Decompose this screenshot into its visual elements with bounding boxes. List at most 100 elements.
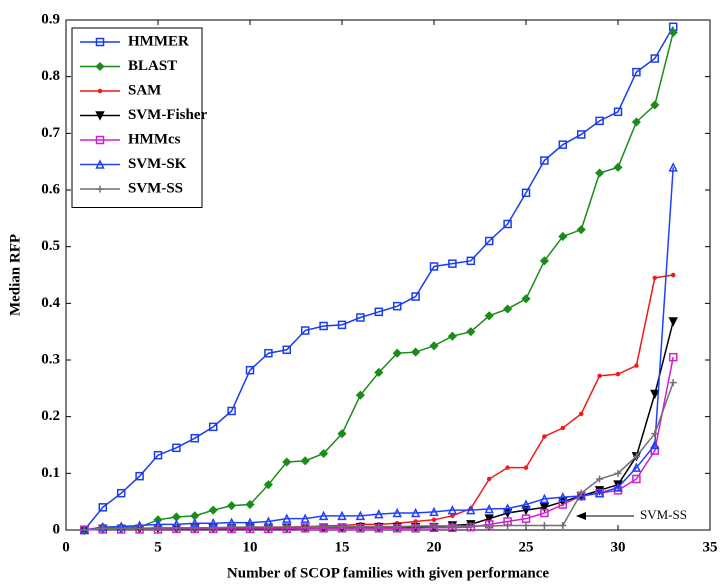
marker xyxy=(374,307,384,317)
legend: HMMER BLAST SAM SVM-Fisher HMMcs SVM-SK SVM-SS xyxy=(71,27,207,208)
marker xyxy=(263,480,273,490)
series-line xyxy=(84,167,674,531)
marker xyxy=(392,348,402,358)
marker xyxy=(521,499,531,509)
y-tick-label: 0.8 xyxy=(41,68,60,84)
marker xyxy=(540,508,549,518)
plot-area xyxy=(65,19,711,531)
marker xyxy=(466,256,476,266)
marker xyxy=(95,111,105,121)
marker xyxy=(504,521,512,529)
marker xyxy=(542,434,547,439)
marker xyxy=(615,371,621,377)
legend-label: SVM-SK xyxy=(128,156,187,172)
marker xyxy=(338,523,346,531)
marker xyxy=(283,523,291,531)
marker xyxy=(634,363,639,368)
marker xyxy=(412,522,420,530)
marker xyxy=(502,503,513,513)
y-tick-label: 0.6 xyxy=(41,181,60,197)
y-tick-label: 0.2 xyxy=(41,408,60,424)
marker xyxy=(447,331,457,341)
x-tick-label: 35 xyxy=(703,539,718,555)
marker xyxy=(521,294,531,304)
marker xyxy=(522,521,530,529)
marker xyxy=(429,341,439,351)
marker xyxy=(208,505,218,515)
marker xyxy=(467,522,475,530)
marker xyxy=(466,327,476,337)
marker xyxy=(632,474,641,484)
marker xyxy=(227,406,236,416)
marker xyxy=(228,523,236,531)
y-tick-label: 0 xyxy=(53,521,61,537)
marker xyxy=(577,489,585,497)
series-line xyxy=(83,26,674,531)
marker xyxy=(594,487,605,498)
marker xyxy=(300,326,310,335)
x-tick-label: 10 xyxy=(243,539,258,555)
marker xyxy=(450,513,455,519)
legend-label: SAM xyxy=(128,82,161,98)
x-axis-label: Number of SCOP families with given perfo… xyxy=(227,565,550,581)
marker xyxy=(392,301,402,311)
marker xyxy=(393,523,401,531)
y-tick-label: 0.9 xyxy=(41,11,60,27)
marker xyxy=(264,348,273,358)
marker xyxy=(485,522,493,530)
marker xyxy=(410,507,421,518)
marker xyxy=(411,347,421,357)
marker xyxy=(320,523,328,531)
marker xyxy=(301,523,309,531)
marker xyxy=(191,524,199,532)
marker xyxy=(154,524,162,532)
marker xyxy=(668,27,678,38)
marker xyxy=(430,522,438,530)
marker xyxy=(576,130,586,139)
marker xyxy=(523,465,529,470)
y-axis-label: Median RFP xyxy=(7,234,23,316)
marker xyxy=(411,292,420,301)
y-tick-label: 0.7 xyxy=(41,125,60,141)
marker xyxy=(319,321,328,331)
annotation-arrowhead xyxy=(576,512,586,520)
marker xyxy=(558,231,568,242)
marker xyxy=(227,501,237,511)
marker xyxy=(117,524,125,532)
marker xyxy=(505,465,510,470)
marker xyxy=(429,506,439,517)
marker xyxy=(668,162,678,172)
marker xyxy=(486,476,492,482)
marker xyxy=(597,373,602,379)
marker xyxy=(135,471,144,481)
marker xyxy=(153,450,163,460)
legend-box xyxy=(71,27,203,208)
marker xyxy=(613,482,623,492)
marker xyxy=(318,510,329,521)
marker xyxy=(190,433,200,443)
y-tick-label: 0.1 xyxy=(41,465,60,481)
marker xyxy=(650,100,660,110)
y-tick-label: 0.5 xyxy=(41,238,60,254)
marker xyxy=(300,456,310,466)
series-line xyxy=(84,357,674,531)
marker xyxy=(484,311,494,321)
marker xyxy=(319,448,329,459)
marker xyxy=(355,510,366,521)
marker xyxy=(282,513,292,523)
marker xyxy=(484,236,494,246)
marker xyxy=(95,61,105,72)
marker xyxy=(97,88,103,94)
marker xyxy=(560,425,566,431)
marker xyxy=(632,67,641,77)
marker xyxy=(540,521,548,529)
marker xyxy=(337,510,347,521)
marker xyxy=(99,524,107,532)
marker xyxy=(355,390,365,400)
x-tick-label: 5 xyxy=(154,539,162,555)
marker xyxy=(484,503,494,514)
marker xyxy=(246,523,254,531)
marker xyxy=(375,523,383,531)
marker xyxy=(650,446,660,455)
